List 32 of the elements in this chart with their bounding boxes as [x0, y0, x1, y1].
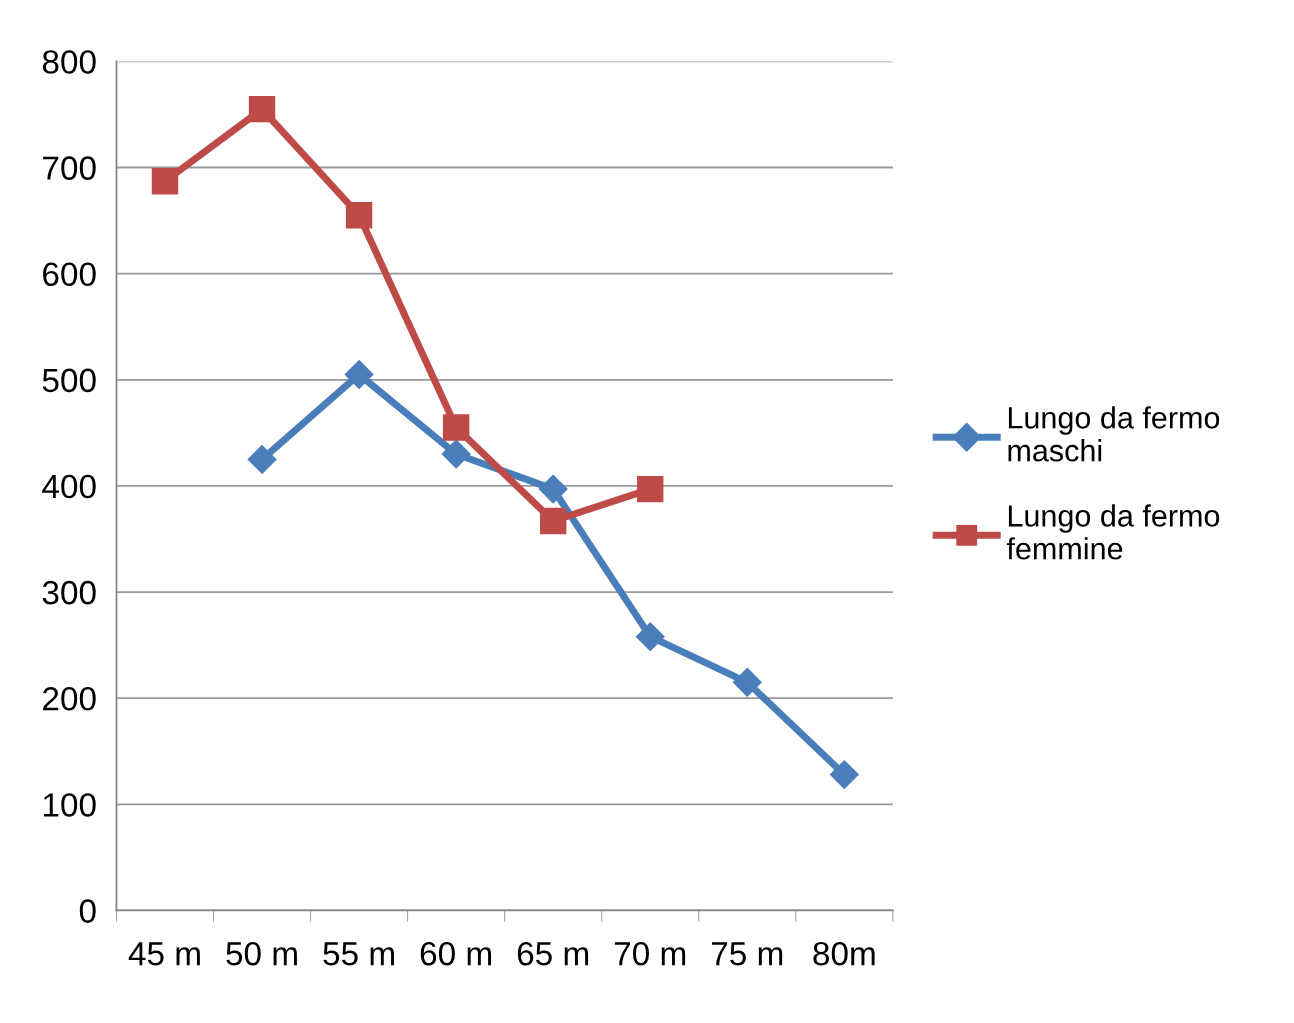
legend-label: Lungo da fermo femmine: [1006, 504, 1220, 560]
point: [539, 507, 567, 535]
x-tick-label: 45 m: [128, 942, 200, 966]
x-tick-label: 50 m: [226, 941, 297, 966]
point: [829, 760, 859, 790]
x-tick-label: 65 m: [517, 941, 589, 966]
y-tick-label: 500: [42, 368, 96, 393]
point: [635, 622, 665, 652]
x-tick-label: 60 m: [420, 941, 491, 966]
x-tick-label: 80m: [813, 941, 875, 966]
legend-label: Lungo da fermo maschi: [1008, 406, 1220, 462]
x-tick-label: 75 m: [711, 942, 783, 966]
y-tick-label: 700: [43, 156, 96, 180]
x-tick-label: 70 m: [614, 941, 686, 966]
point: [344, 360, 374, 389]
point: [247, 444, 277, 474]
point: [248, 95, 276, 123]
y-tick-label: 400: [42, 474, 96, 499]
y-tick-label: 200: [43, 687, 96, 711]
y-tick-label: 600: [43, 262, 96, 287]
point: [441, 439, 471, 469]
point: [538, 474, 568, 504]
y-tick-label: 100: [43, 793, 96, 817]
point: [345, 202, 373, 229]
point: [637, 475, 664, 503]
y-tick-label: 300: [42, 580, 96, 605]
y-tick-label: 0: [79, 899, 96, 923]
point: [442, 414, 470, 441]
point: [732, 667, 762, 697]
y-tick-label: 800: [42, 50, 96, 74]
point: [151, 168, 179, 195]
x-tick-label: 55 m: [323, 942, 394, 966]
